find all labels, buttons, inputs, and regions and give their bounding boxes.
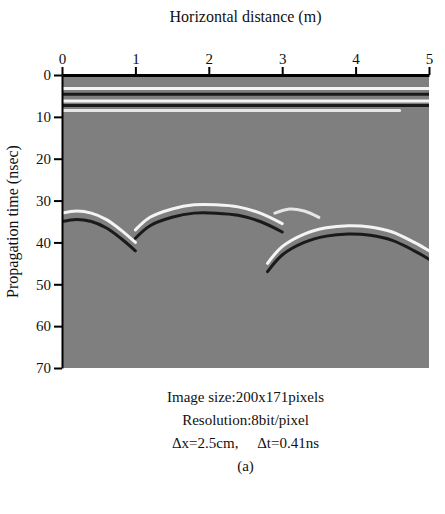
y-axis-title: Propagation time (nsec) [4, 145, 22, 298]
x-tick-mark [135, 67, 137, 75]
y-tick-label: 10 [36, 109, 51, 125]
x-tick-mark [208, 67, 210, 75]
reflection-line [62, 211, 135, 242]
y-tick: 40 [36, 235, 62, 251]
y-tick: 10 [36, 109, 62, 125]
x-tick: 3 [279, 51, 287, 75]
plot: 012345010203040506070 [36, 51, 433, 376]
x-tick-label: 4 [352, 51, 360, 67]
caption: Image size:200x171pixels [167, 389, 324, 405]
x-tick-mark [429, 67, 431, 75]
x-tick-mark [355, 67, 357, 75]
x-tick-label: 2 [206, 51, 214, 67]
x-tick-label: 5 [426, 51, 434, 67]
reflection-line [62, 219, 135, 250]
y-axis: 0 10 20 30 40 50 60 70 [36, 67, 63, 376]
x-tick: 2 [206, 51, 214, 75]
x-axis-title: Horizontal distance (m) [170, 8, 322, 26]
y-tick: 20 [36, 151, 62, 167]
reflection-line [275, 209, 319, 217]
reflection-line [135, 204, 282, 230]
y-tick-mark [54, 158, 62, 160]
x-tick: 1 [132, 51, 140, 75]
y-tick-mark [54, 200, 62, 202]
reflection-line [62, 87, 429, 90]
plot-background [62, 75, 429, 368]
y-tick: 50 [36, 277, 62, 293]
y-tick: 0 [44, 67, 63, 83]
x-tick: 5 [426, 51, 434, 75]
y-tick-label: 60 [36, 318, 51, 334]
y-tick: 30 [36, 193, 62, 209]
y-tick-mark [54, 75, 62, 77]
x-tick-label: 0 [59, 51, 67, 67]
x-tick-mark [282, 67, 284, 75]
reflection-line [62, 109, 400, 112]
y-tick: 70 [36, 360, 62, 376]
chart: 012345010203040506070Horizontal distance… [0, 0, 445, 514]
caption: Δx=2.5cm, Δt=0.41ns [172, 435, 319, 451]
reflection-line [62, 93, 429, 96]
caption: (a) [237, 458, 254, 475]
y-tick-mark [54, 284, 62, 286]
x-tick-label: 1 [132, 51, 140, 67]
reflection-line [268, 234, 429, 272]
x-tick: 4 [352, 51, 360, 75]
caption: Resolution:8bit/pixel [182, 412, 309, 428]
x-tick-label: 3 [279, 51, 287, 67]
y-tick-label: 20 [36, 151, 51, 167]
y-tick-label: 50 [36, 277, 51, 293]
y-tick-mark [54, 326, 62, 328]
x-tick-mark [62, 67, 64, 75]
y-axis-line [62, 76, 64, 369]
y-tick-label: 70 [36, 360, 51, 376]
reflections [62, 88, 429, 271]
x-axis-line [63, 74, 430, 77]
reflection-line [62, 104, 429, 107]
reflection-line [62, 99, 429, 102]
y-tick-label: 0 [44, 67, 52, 83]
y-tick-mark [54, 368, 62, 370]
y-tick-mark [54, 242, 62, 244]
y-tick-label: 40 [36, 235, 51, 251]
y-tick: 60 [36, 318, 62, 334]
y-tick-label: 30 [36, 193, 51, 209]
y-tick-mark [54, 116, 62, 118]
reflection-line [135, 213, 282, 239]
x-axis: 0 1 2 3 4 5 [59, 51, 434, 76]
x-tick: 0 [59, 51, 67, 75]
